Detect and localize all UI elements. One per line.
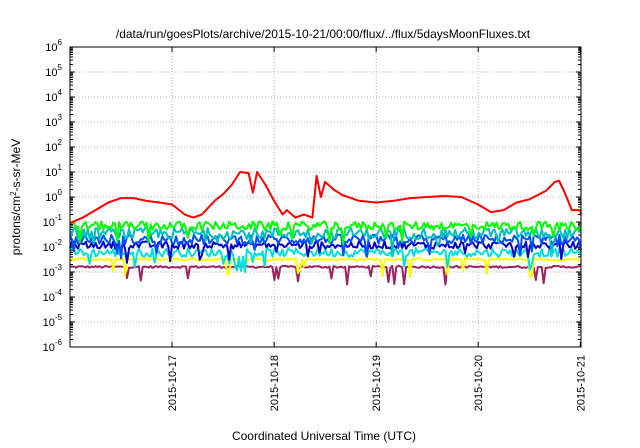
y-axis-label-sup: 2 (9, 191, 18, 196)
y-tick-exponent: 0 (58, 188, 63, 197)
grid (70, 46, 581, 348)
y-tick-exponent: -2 (55, 238, 63, 247)
y-tick-base: 10 (43, 342, 55, 354)
y-tick-exponent: -1 (55, 213, 63, 222)
y-tick-label: 104 (45, 88, 62, 104)
y-tick-label: 101 (45, 163, 62, 179)
series-line (70, 220, 582, 246)
series-line (69, 247, 582, 274)
chart-title: /data/run/goesPlots/archive/2015-10-21/0… (116, 27, 531, 41)
x-tick-label: 2015-10-17 (167, 355, 179, 411)
y-tick-label: 103 (45, 113, 62, 129)
series-line (70, 264, 581, 286)
y-tick-label: 10-5 (43, 313, 63, 329)
y-tick-base: 10 (45, 67, 57, 79)
y-tick-labels: 10-610-510-410-310-210-11001011021031041… (43, 38, 63, 354)
y-tick-exponent: 1 (58, 163, 63, 172)
series-group (69, 171, 582, 286)
y-tick-exponent: 2 (58, 138, 63, 147)
y-tick-label: 102 (45, 138, 62, 154)
y-tick-label: 10-6 (43, 338, 63, 354)
x-axis-label: Coordinated Universal Time (UTC) (232, 429, 416, 443)
y-tick-exponent: -3 (55, 263, 63, 272)
y-tick-base: 10 (45, 192, 57, 204)
y-tick-base: 10 (45, 42, 57, 54)
y-axis-label-prefix: protons/cm (9, 196, 23, 255)
y-tick-exponent: 5 (58, 63, 63, 72)
y-tick-base: 10 (45, 117, 57, 129)
y-tick-base: 10 (43, 267, 55, 279)
plot-frame (69, 46, 582, 348)
y-tick-label: 10-2 (43, 238, 63, 254)
y-tick-exponent: 3 (58, 113, 63, 122)
series-line (69, 226, 582, 256)
x-tick-label: 2015-10-19 (371, 355, 383, 411)
y-tick-base: 10 (43, 292, 55, 304)
x-tick-label: 2015-10-20 (473, 355, 485, 411)
y-tick-label: 10-4 (43, 288, 63, 304)
y-tick-base: 10 (43, 242, 55, 254)
y-tick-label: 100 (45, 188, 62, 204)
y-tick-exponent: -5 (55, 313, 63, 322)
y-tick-base: 10 (45, 92, 57, 104)
y-tick-label: 105 (45, 63, 62, 79)
y-tick-label: 106 (45, 38, 62, 54)
y-tick-exponent: 6 (58, 38, 63, 47)
y-tick-exponent: -4 (55, 288, 63, 297)
y-tick-base: 10 (43, 317, 55, 329)
x-tick-labels: 2015-10-17 2015-10-18 2015-10-19 2015-10-20… (167, 355, 587, 411)
y-tick-exponent: 4 (58, 88, 63, 97)
y-tick-base: 10 (45, 142, 57, 154)
y-tick-base: 10 (43, 217, 55, 229)
series-line (69, 233, 582, 260)
x-tick-label: 2015-10-21 (575, 355, 587, 411)
y-tick-base: 10 (45, 167, 57, 179)
x-tick-label: 2015-10-18 (269, 355, 281, 411)
y-tick-exponent: -6 (55, 338, 63, 347)
series-line (69, 171, 582, 225)
y-axis-label: protons/cm2-s-sr-MeV (9, 139, 24, 255)
y-tick-label: 10-3 (43, 263, 63, 279)
y-axis-label-suffix: -s-sr-MeV (9, 139, 23, 192)
y-tick-label: 10-1 (43, 213, 63, 229)
